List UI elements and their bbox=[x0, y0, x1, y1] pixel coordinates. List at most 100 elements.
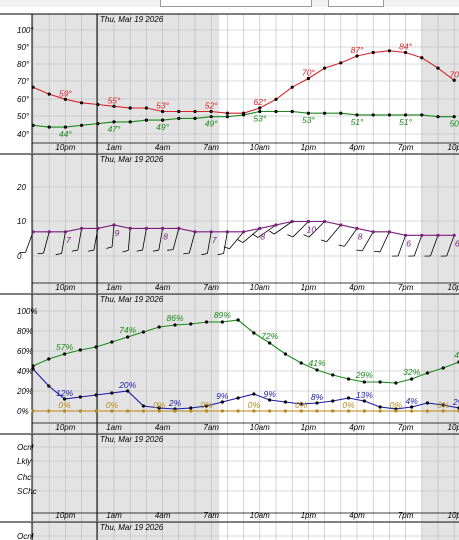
humidity-data-label: 41% bbox=[308, 358, 325, 368]
row-label: SChc bbox=[17, 487, 37, 496]
humidity-point bbox=[204, 320, 209, 324]
y-tick-label: 60% bbox=[17, 347, 33, 356]
wind-barb bbox=[242, 228, 261, 243]
sky_cover-point bbox=[204, 404, 209, 408]
temperature-point bbox=[274, 97, 278, 101]
wind-barb-flag bbox=[320, 239, 327, 243]
sky_cover-point bbox=[252, 392, 256, 396]
x-tick-label: 1pm bbox=[301, 511, 317, 520]
precip-point bbox=[441, 409, 445, 413]
wind-speed-point bbox=[404, 233, 408, 237]
humidity-point bbox=[331, 373, 335, 377]
night-shade bbox=[32, 154, 220, 293]
wind-data-label: 9 bbox=[115, 228, 120, 238]
wind-data-label: 10 bbox=[307, 225, 317, 235]
dewpoint-point bbox=[225, 115, 229, 119]
sky_cover-point bbox=[315, 401, 319, 405]
dewpoint-point bbox=[339, 111, 343, 115]
wind-barb-flag bbox=[217, 253, 224, 256]
dewpoint-point bbox=[128, 120, 132, 124]
temperature-point bbox=[436, 66, 440, 70]
sky_cover-point bbox=[189, 406, 193, 410]
wind-data-label: 7 bbox=[66, 235, 71, 245]
humidity-point bbox=[94, 345, 98, 349]
temperature-point bbox=[112, 104, 116, 108]
wind-speed-point bbox=[112, 223, 116, 227]
x-tick-label: 4pm bbox=[349, 511, 365, 520]
dewpoint-data-label: 49° bbox=[205, 119, 218, 129]
time-select-control[interactable] bbox=[160, 0, 312, 7]
wind-barb bbox=[111, 224, 115, 247]
humidity-line bbox=[32, 319, 459, 384]
sky_cover-point bbox=[110, 391, 114, 395]
submit-button[interactable] bbox=[328, 0, 384, 7]
sky_cover-point bbox=[425, 401, 430, 405]
temperature-point bbox=[225, 111, 229, 115]
x-tick-label: 4am bbox=[155, 511, 171, 520]
humidity-point bbox=[47, 357, 51, 361]
wind-speed-point bbox=[452, 233, 456, 237]
dewpoint-point bbox=[177, 116, 181, 120]
temperature-point bbox=[387, 49, 391, 53]
humidity-point bbox=[283, 352, 288, 356]
panel-5 bbox=[0, 521, 459, 540]
temperature-point bbox=[63, 97, 67, 101]
x-tick-label: 4pm bbox=[349, 283, 365, 292]
precip-data-label: 0% bbox=[248, 400, 261, 410]
humidity-point bbox=[126, 335, 130, 339]
x-tick-label: 10pm bbox=[55, 511, 75, 520]
sky_cover-point bbox=[441, 403, 445, 407]
humidity-point bbox=[299, 361, 303, 365]
wind-barb-flag bbox=[88, 249, 95, 252]
x-tick-label: 10p bbox=[448, 511, 459, 520]
humidity-point bbox=[189, 322, 193, 326]
humidity-data-label: 72% bbox=[261, 331, 278, 341]
wind-barb bbox=[361, 231, 374, 252]
dewpoint-point bbox=[452, 115, 456, 119]
row-label: Chc bbox=[17, 473, 31, 482]
precip-point bbox=[346, 409, 351, 413]
temperature-data-label: 87° bbox=[351, 45, 364, 55]
panel-2 bbox=[0, 153, 459, 293]
precip-point bbox=[394, 409, 398, 413]
temperature-data-label: 70 bbox=[449, 69, 459, 79]
sky_cover-point bbox=[236, 396, 240, 400]
wind-data-label: 6 bbox=[406, 238, 411, 248]
sky_cover-point bbox=[157, 406, 161, 410]
sky_cover-data-label: 9% bbox=[216, 391, 229, 401]
temperature-point bbox=[290, 85, 294, 89]
sky_cover-data-label: 13% bbox=[356, 390, 373, 400]
wind-barb-flag bbox=[71, 249, 78, 252]
dewpoint-data-label: 53° bbox=[253, 113, 266, 123]
y-tick-label: 80° bbox=[17, 60, 30, 69]
x-tick-label: 1am bbox=[106, 283, 122, 292]
wind-speed-point bbox=[177, 226, 181, 230]
night-shade bbox=[421, 14, 459, 153]
y-tick-label: 60° bbox=[17, 95, 30, 104]
sky_cover-point bbox=[378, 405, 382, 409]
precip-data-label: 0% bbox=[295, 400, 308, 410]
dewpoint-data-label: 50 bbox=[449, 119, 459, 129]
wind-speed-point bbox=[63, 230, 67, 234]
dewpoint-point bbox=[274, 109, 278, 114]
humidity-data-label: 57% bbox=[56, 342, 73, 352]
y-tick-label: 90° bbox=[17, 43, 30, 52]
precip-data-label: 0% bbox=[200, 400, 213, 410]
dewpoint-point bbox=[112, 120, 116, 124]
sky_cover-point bbox=[47, 384, 51, 388]
dewpoint-point bbox=[96, 122, 100, 126]
wind-speed-point bbox=[355, 226, 359, 230]
night-shade bbox=[32, 434, 220, 521]
x-tick-label: 10pm bbox=[55, 423, 75, 432]
dewpoint-point bbox=[323, 111, 327, 115]
wind-barb bbox=[93, 228, 99, 251]
dewpoint-point bbox=[80, 123, 84, 127]
x-tick-label: 4pm bbox=[349, 143, 365, 152]
sky_cover-point bbox=[346, 396, 351, 400]
humidity-point bbox=[268, 341, 272, 345]
y-tick-label: 70° bbox=[17, 77, 30, 86]
sky_cover-point bbox=[410, 405, 414, 409]
precip-point bbox=[252, 409, 256, 413]
wind-barb bbox=[61, 231, 66, 254]
